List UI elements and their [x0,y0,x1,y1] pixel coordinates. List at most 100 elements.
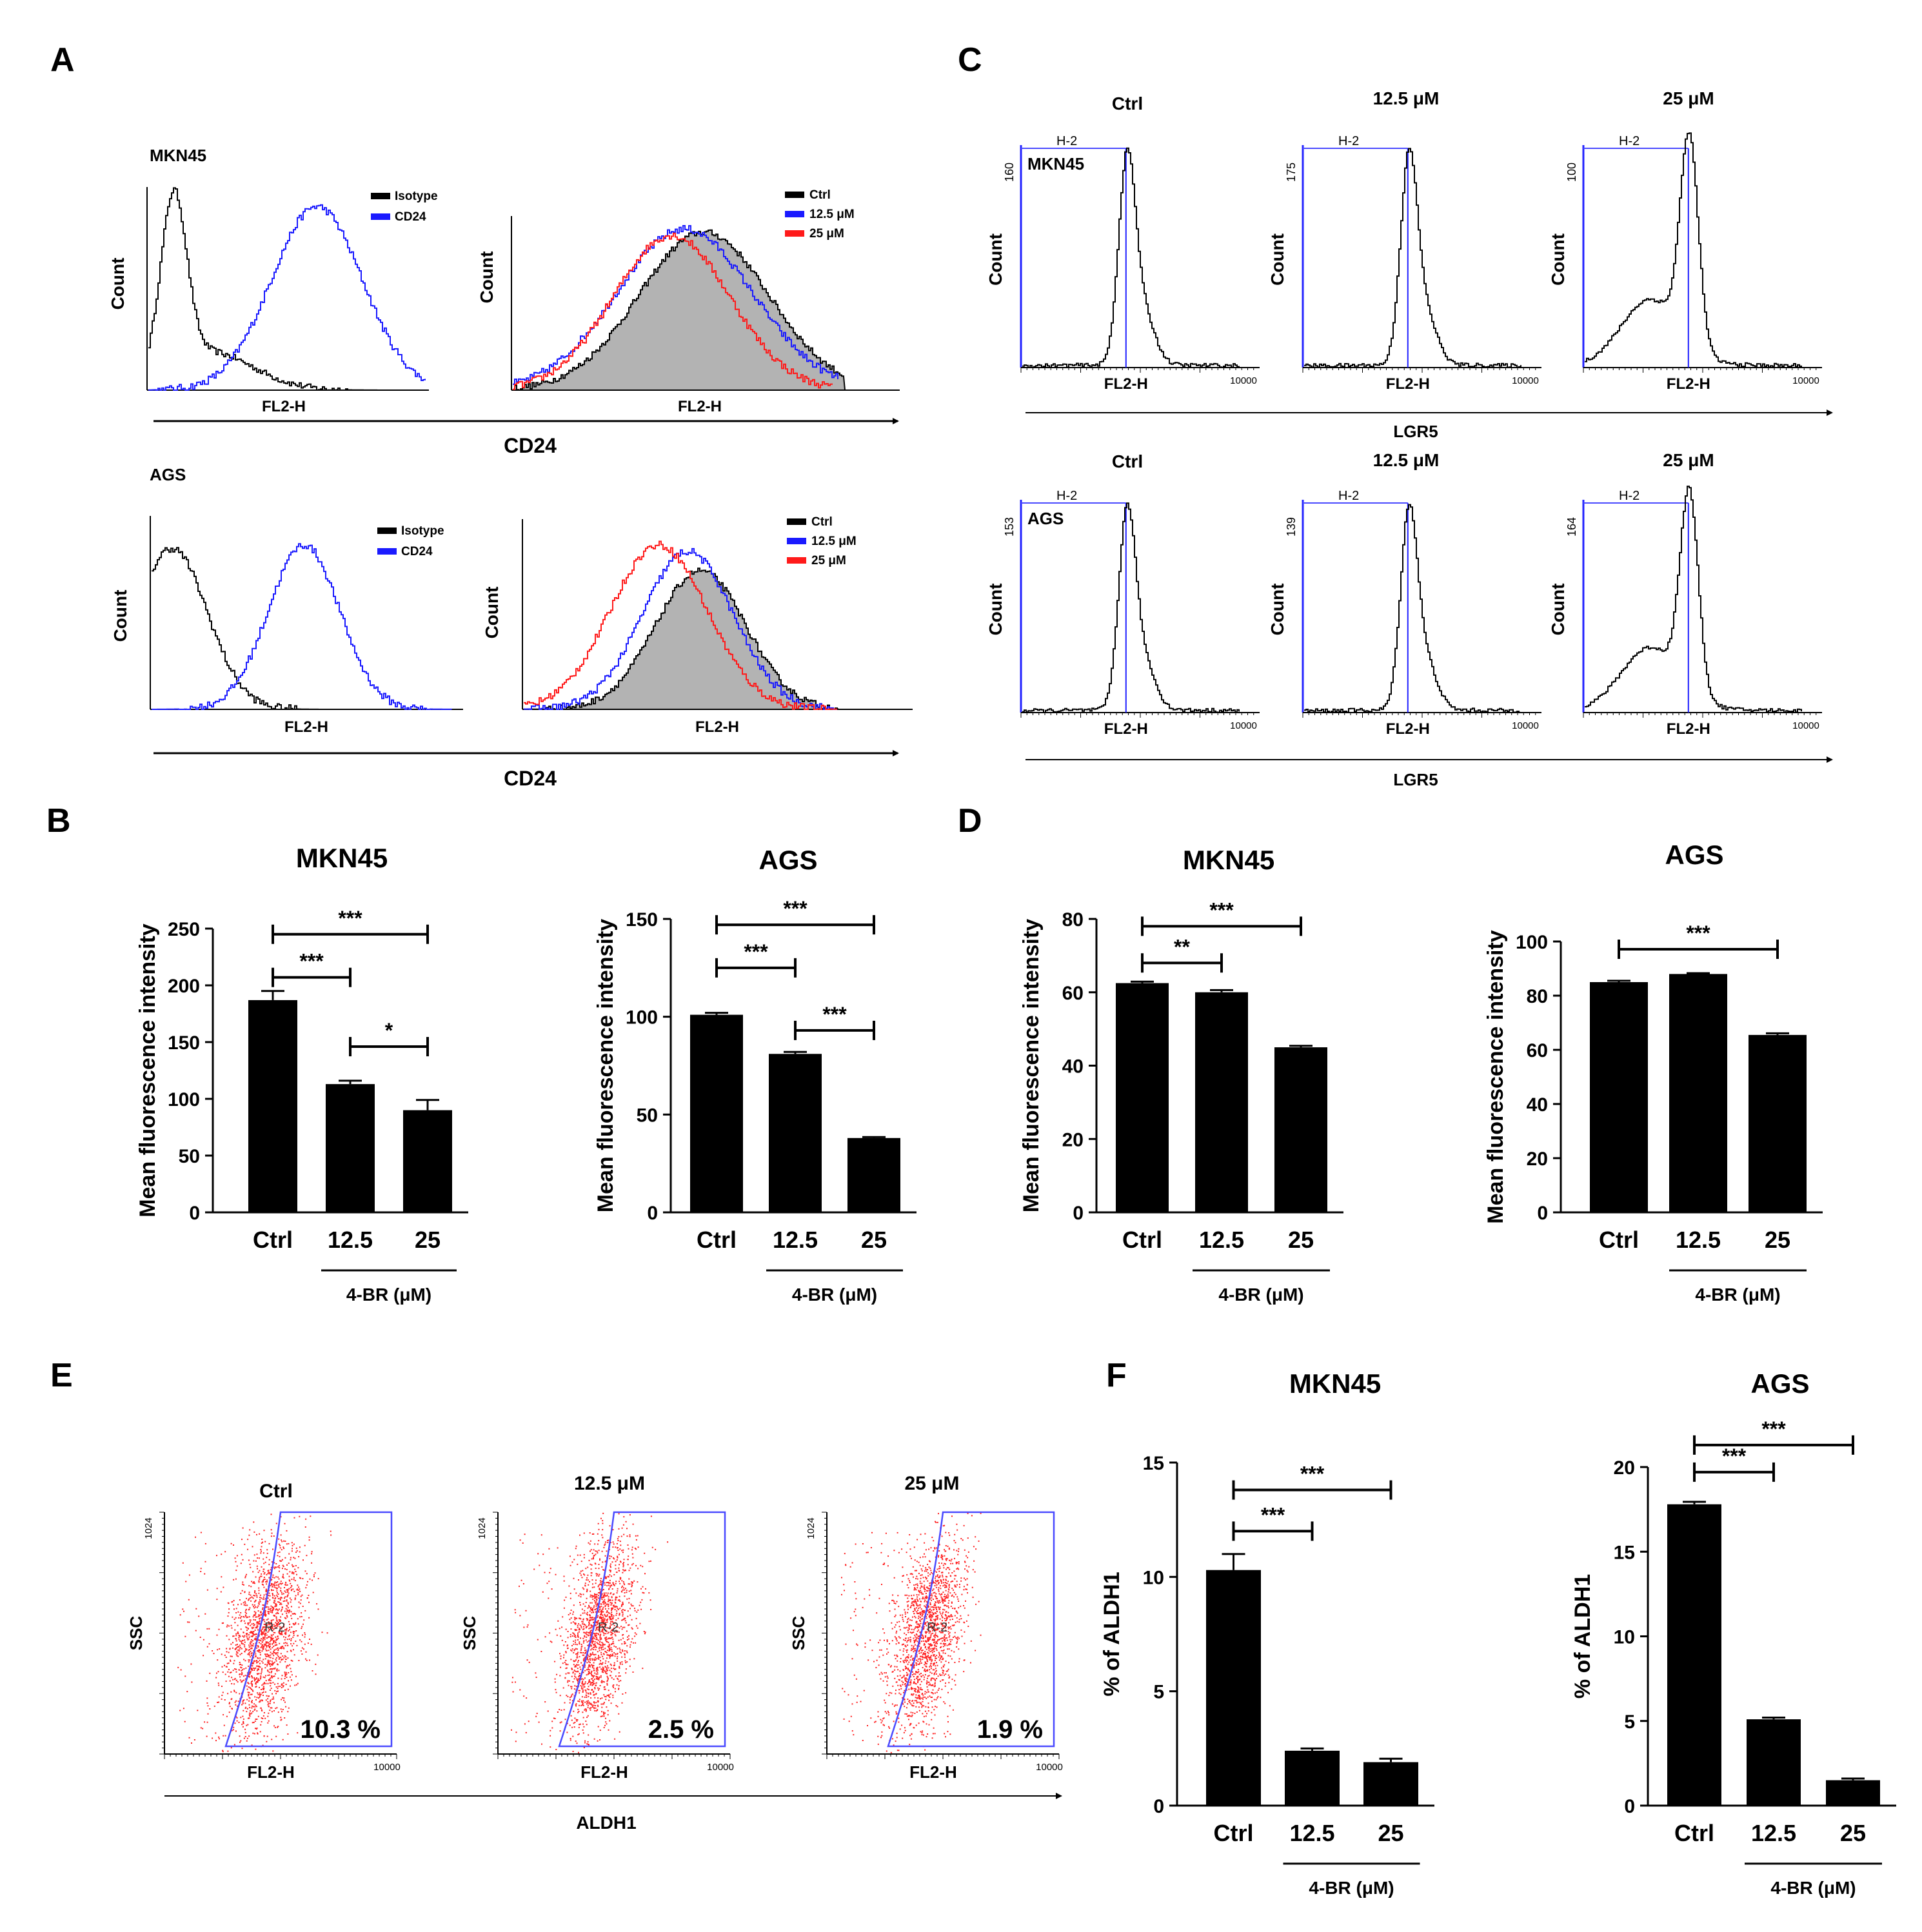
y-axis-label: Mean fluorescence intensity [1483,930,1508,1223]
panel-c-title-12-5-bottom: 12.5 μM [1373,450,1440,470]
bar [1285,1750,1340,1806]
scatter-points [841,1512,982,1753]
x-axis-label-fl2h: FL2-H [1667,720,1710,738]
histogram-curve [1304,504,1521,713]
y-tick-label: 150 [168,1032,200,1054]
x-axis-label-fl2h: FL2-H [1104,375,1148,393]
bar [1747,1719,1801,1806]
histogram-curve [1585,486,1802,713]
significance-label: *** [822,1003,847,1026]
y-axis-label-count: Count [986,584,1006,636]
y-tick-label: 20 [1614,1457,1635,1479]
y-tick-label: 20 [1527,1148,1548,1170]
panel-e: Ctrl 12.5 μM 25 μM R-2 10.3 % 1024 10000 SSC… [126,1473,1063,1833]
x-tick-label: Ctrl [253,1227,293,1253]
x-axis-label-fl2h: FL2-H [284,718,328,736]
bar [1826,1780,1880,1806]
x-max-label: 10000 [1512,720,1539,731]
lgr5-histogram: H-2 175 10000 Count FL2-H [1267,134,1541,393]
histogram-curve-cd24 [152,543,452,710]
bar [769,1054,822,1212]
x-tick-label: 12.5 [1199,1227,1244,1253]
y-axis-label-count: Count [986,233,1006,286]
legend-label-cd24: CD24 [401,545,433,558]
y-axis-label-count: Count [1267,233,1287,286]
histogram-curve [1022,502,1240,713]
significance-label: *** [1722,1444,1747,1468]
significance-label: *** [299,950,324,973]
lgr5-histogram: H-2 100 10000 Count FL2-H [1548,132,1822,393]
panel-e-title-12-5: 12.5 μM [574,1473,645,1494]
histogram-fill-ctrl [513,229,846,391]
x-max-label: 10000 [1230,720,1257,731]
y-max-label: 139 [1285,517,1298,537]
r2-gate [224,1511,393,1748]
histogram-curve [1585,132,1802,368]
y-tick-label: 15 [1143,1453,1164,1474]
histogram-curve-12-5 [524,547,837,710]
scatter-points [177,1513,332,1753]
y-tick-label: 60 [1062,983,1084,1004]
legend-label-isotype: Isotype [401,524,444,538]
x-axis-label: 4-BR (μM) [1309,1878,1394,1898]
x-max-label: 10000 [1230,375,1257,386]
panel-c-title-25-top: 25 μM [1663,88,1714,108]
legend-label-ctrl: Ctrl [811,515,833,529]
legend-label-12-5: 12.5 μM [811,535,857,548]
legend-swatch-12-5 [787,538,806,544]
y-axis-label: Mean fluorescence intensity [593,919,618,1212]
bar-chart-b-ags: 0 50 100 150 AGS Mean fluorescence intensity C… [593,845,916,1305]
lgr5-histogram: H-2 164 10000 Count FL2-H [1548,486,1822,738]
gate-label: H-2 [1619,489,1640,503]
y-tick-label: 200 [168,976,200,997]
histogram-ags-treatment: Count FL2-H Ctrl 12.5 μM 25 μM [482,515,913,736]
percent-label: 1.9 % [977,1715,1043,1744]
bar-chart-d-ags: 0 20 40 60 80 100 AGS Mean fluorescence intensi… [1483,840,1823,1305]
chart-title: AGS [1665,840,1723,870]
panel-label-d: D [958,802,982,840]
bar [1667,1504,1721,1806]
y-axis-label-count: Count [108,258,128,310]
histogram-mkn45-treatment: Count FL2-H Ctrl 12.5 μM 25 μM [477,188,900,415]
histogram-ags-isotype: Count FL2-H Isotype CD24 [110,516,463,736]
aldh1-scatter-plot: R-2 2.5 % 1024 10000 SSC FL2-H [460,1511,734,1782]
y-axis-label-count: Count [1548,233,1568,286]
x-tick-label: 12.5 [328,1227,373,1253]
x-tick-label: Ctrl [1674,1820,1714,1846]
gate-label: H-2 [1338,134,1359,148]
panel-label-a: A [50,41,75,79]
bar [1749,1034,1807,1212]
significance-label: *** [338,907,362,930]
y-max-label: 1024 [143,1517,154,1539]
bar [326,1084,375,1212]
legend-swatch-cd24 [371,213,390,220]
legend-swatch-isotype [371,193,390,199]
y-tick-label: 100 [1516,932,1548,953]
x-tick-label: Ctrl [1599,1227,1639,1253]
panel-c-title-ctrl-top: Ctrl [1112,94,1143,113]
x-max-label: 10000 [1792,720,1819,731]
percent-label: 10.3 % [300,1715,381,1744]
y-tick-label: 0 [1073,1203,1084,1224]
histogram-fill-ctrl [523,567,840,710]
bar-chart-f-ags: 0 5 10 15 20 AGS % of ALDH1 Ctrl 12.5 25 4-BR (μM)… [1570,1368,1896,1898]
x-axis-label-fl2h: FL2-H [678,398,722,415]
scatter-points [511,1512,669,1753]
y-tick-label: 80 [1062,909,1084,931]
x-max-label: 10000 [1792,375,1819,386]
bar [1590,982,1648,1212]
y-axis-label: Mean fluorescence intensity [1019,919,1044,1212]
legend-label-25: 25 μM [809,227,844,241]
x-axis-label-fl2h: FL2-H [695,718,739,736]
bar [1669,974,1727,1212]
y-tick-label: 10 [1143,1567,1164,1588]
gate-label: R-2 [598,1621,619,1635]
significance-label: *** [1209,898,1234,922]
x-axis-label-fl2h: FL2-H [262,398,306,415]
y-axis-label: % of ALDH1 [1570,1574,1595,1699]
y-axis-label: % of ALDH1 [1100,1572,1124,1696]
y-tick-label: 40 [1062,1056,1084,1078]
x-tick-label: 25 [1840,1820,1866,1846]
y-max-label: 100 [1565,163,1578,182]
